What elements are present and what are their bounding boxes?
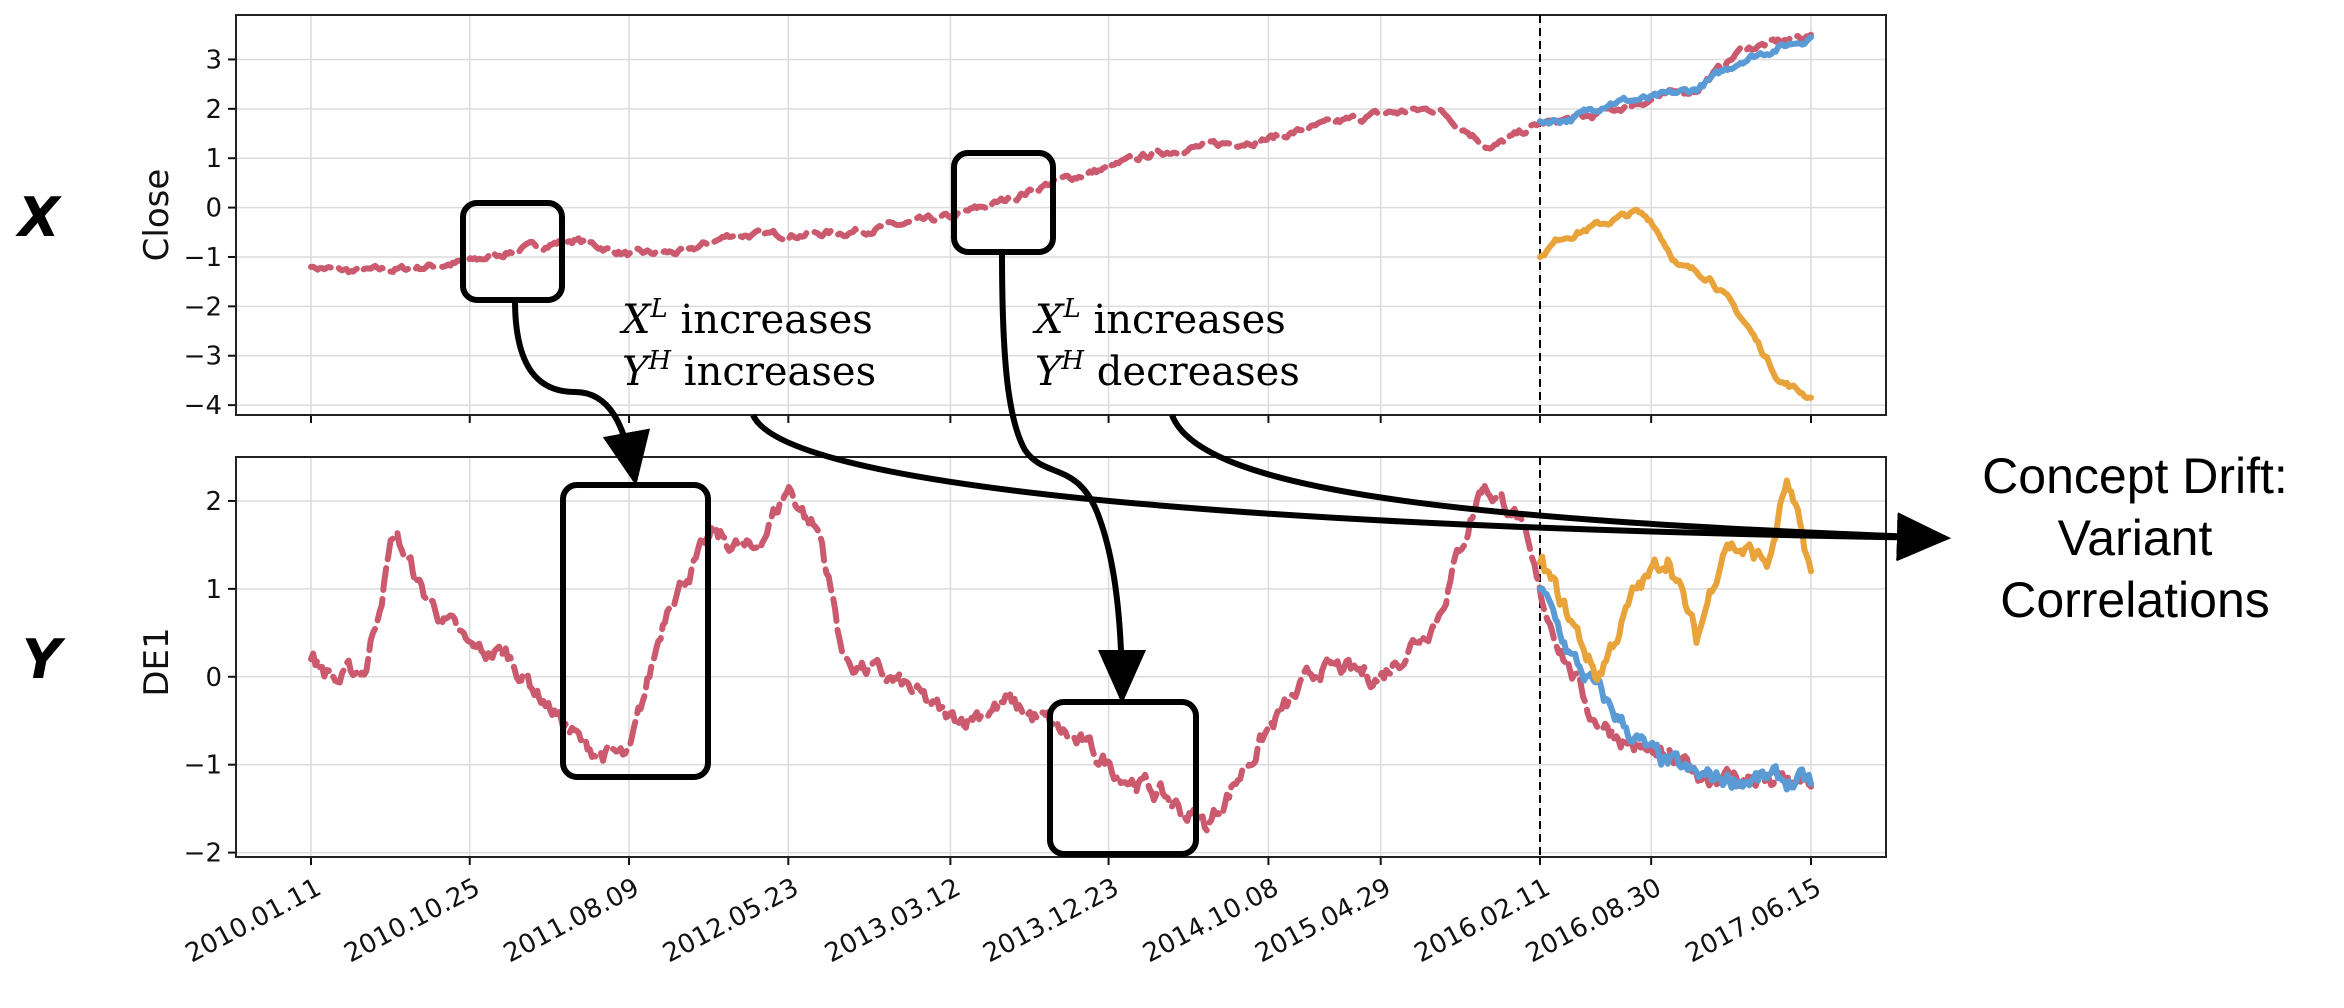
xtick-label-0: 2010.01.11 bbox=[181, 873, 327, 969]
annotation2-y-var: Y bbox=[1035, 349, 1065, 395]
y-variable-label: Y bbox=[22, 628, 66, 691]
annotation1-x-sup: L bbox=[649, 294, 667, 324]
x-tick-labels: 2010.01.11 2010.10.25 2011.08.09 2012.05.23… bbox=[181, 873, 1827, 969]
top-ytick-label-0: 3 bbox=[205, 45, 222, 75]
bottom-ytick-label-3: −1 bbox=[184, 751, 222, 781]
top-ytick-label-6: −3 bbox=[184, 342, 222, 372]
arrow-text2-to-drift bbox=[1169, 413, 1951, 561]
bottom-ytick-label-0: 2 bbox=[205, 487, 222, 517]
bottom-ytick-label-4: −2 bbox=[184, 839, 222, 869]
xtick-label-3: 2012.05.23 bbox=[658, 873, 804, 969]
annotation1-y-var: Y bbox=[622, 349, 652, 395]
arrow-box1-to-box3 bbox=[512, 299, 651, 486]
top-series-1-line bbox=[1537, 34, 1814, 127]
xtick-label-5: 2013.12.23 bbox=[978, 873, 1124, 969]
x-variable-label: X bbox=[15, 186, 62, 249]
annotation1-y-sup: H bbox=[647, 346, 672, 376]
bottom-series-1-line bbox=[1537, 585, 1814, 793]
bottom-panel-de1: 2 1 0 −1 −2 bbox=[184, 456, 1887, 869]
annotation1-line1-text: increases bbox=[668, 297, 873, 343]
top-ytick-label-2: 1 bbox=[205, 144, 222, 174]
bottom-y-axis-label: DE1 bbox=[137, 627, 177, 696]
annotation2-line2-text: decreases bbox=[1084, 349, 1300, 395]
annotation2-x-var: X bbox=[1032, 297, 1065, 343]
top-series-0-line bbox=[308, 31, 1814, 276]
annotation1-line2-text: increases bbox=[671, 349, 876, 395]
xtick-label-2: 2011.08.09 bbox=[499, 873, 645, 969]
top-ytick-label-7: −4 bbox=[184, 391, 222, 421]
bottom-ytick-label-2: 0 bbox=[205, 663, 222, 693]
xtick-label-1: 2010.10.25 bbox=[339, 873, 485, 969]
top-ytick-label-3: 0 bbox=[205, 194, 222, 224]
annotation-increase-increase-line2: YH increases bbox=[622, 346, 876, 395]
top-ytick-label-5: −2 bbox=[184, 292, 222, 322]
bottom-series-2-line bbox=[1537, 477, 1814, 683]
concept-drift-line3: Correlations bbox=[2000, 572, 2270, 628]
top-ytick-label-1: 2 bbox=[205, 95, 222, 125]
concept-drift-line1: Concept Drift: bbox=[1982, 448, 2288, 504]
concept-drift-line2: Variant bbox=[2058, 510, 2213, 566]
bottom-plot-frame bbox=[235, 456, 1887, 858]
top-panel-close: 3 2 1 0 −1 −2 −3 −4 bbox=[184, 14, 1887, 423]
arrow-text1-to-drift bbox=[750, 413, 1951, 562]
highlight-box-bottom-middle bbox=[1047, 699, 1199, 857]
top-series-2-line bbox=[1537, 206, 1814, 401]
annotation1-x-var: X bbox=[619, 297, 652, 343]
annotation2-x-sup: L bbox=[1062, 294, 1080, 324]
xtick-label-10: 2017.06.15 bbox=[1681, 873, 1827, 969]
arrow-box2-to-box4 bbox=[999, 251, 1146, 704]
annotation2-y-sup: H bbox=[1060, 346, 1085, 376]
bottom-ytick-label-1: 1 bbox=[205, 575, 222, 605]
annotation-increase-decrease-line2: YH decreases bbox=[1035, 346, 1300, 395]
annotation2-line1-text: increases bbox=[1081, 297, 1286, 343]
xtick-label-4: 2013.03.12 bbox=[820, 873, 966, 969]
top-ytick-label-4: −1 bbox=[184, 243, 222, 273]
top-y-axis-label: Close bbox=[137, 169, 177, 262]
top-plot-frame bbox=[235, 14, 1887, 416]
annotation-increase-decrease-line1: XL increases bbox=[1032, 294, 1286, 343]
annotation-increase-increase-line1: XL increases bbox=[619, 294, 873, 343]
